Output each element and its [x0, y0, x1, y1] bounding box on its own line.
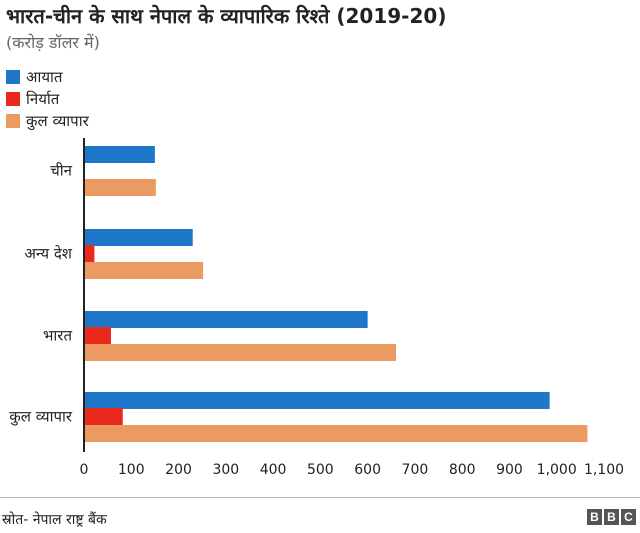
legend-swatch-export: [6, 92, 20, 106]
bbc-logo: B B C: [587, 509, 636, 525]
x-tick-label: 300: [212, 462, 239, 478]
bar-2-0: [84, 311, 368, 328]
legend: आयात निर्यात कुल व्यापार: [6, 66, 89, 132]
bar-0-2: [84, 179, 156, 196]
logo-letter: B: [604, 509, 619, 525]
x-tick-label: 1,000: [537, 462, 577, 478]
legend-item-total: कुल व्यापार: [6, 110, 89, 132]
category-label: कुल व्यापार: [9, 408, 73, 427]
x-tick-label: 400: [260, 462, 287, 478]
x-tick-label: 900: [496, 462, 523, 478]
logo-letter: B: [587, 509, 602, 525]
legend-swatch-import: [6, 70, 20, 84]
bar-3-2: [84, 425, 588, 442]
x-tick-label: 600: [354, 462, 381, 478]
footer-divider: [0, 497, 640, 498]
legend-label-export: निर्यात: [26, 90, 60, 108]
bar-3-1: [84, 408, 123, 425]
x-tick-label: 500: [307, 462, 334, 478]
bar-3-0: [84, 392, 550, 409]
legend-item-export: निर्यात: [6, 88, 89, 110]
legend-label-import: आयात: [26, 68, 63, 86]
legend-item-import: आयात: [6, 66, 89, 88]
chart-subtitle: (करोड़ डॉलर में): [6, 33, 100, 52]
category-label: भारत: [43, 327, 73, 345]
bar-0-0: [84, 146, 155, 163]
bar-1-2: [84, 262, 204, 279]
logo-letter: C: [621, 509, 636, 525]
x-tick-label: 700: [402, 462, 429, 478]
legend-label-total: कुल व्यापार: [26, 112, 89, 130]
category-label: अन्य देश: [24, 245, 72, 263]
bar-2-2: [84, 344, 396, 361]
bar-2-1: [84, 327, 111, 344]
chart-title: भारत-चीन के साथ नेपाल के व्यापारिक रिश्त…: [6, 4, 447, 28]
legend-swatch-total: [6, 114, 20, 128]
x-tick-label: 200: [165, 462, 192, 478]
x-tick-label: 800: [449, 462, 476, 478]
bar-1-0: [84, 229, 193, 246]
x-tick-label: 1,100: [584, 462, 624, 478]
x-tick-label: 100: [118, 462, 145, 478]
source-note: स्रोत- नेपाल राष्ट्र बैंक: [2, 512, 107, 528]
bar-1-1: [84, 245, 95, 262]
category-label: चीन: [50, 162, 72, 180]
x-tick-label: 0: [80, 462, 89, 478]
